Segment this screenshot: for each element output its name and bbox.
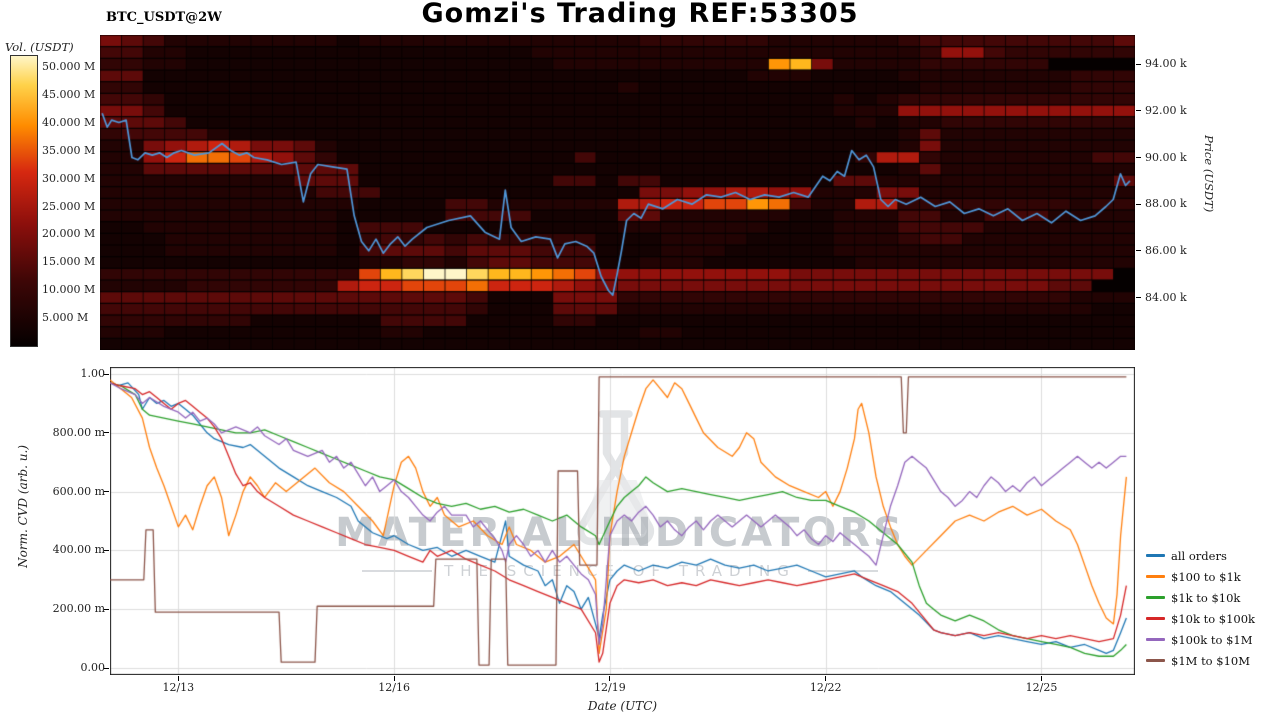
colorbar-tick-label: 10.000 M (42, 283, 96, 297)
legend-label: $10k to $100k (1171, 611, 1256, 626)
cvd-y-tick-mark (104, 608, 109, 610)
symbol-label: BTC_USDT@2W (106, 10, 222, 25)
cvd-y-axis-label: Norm. CVD (arb. u.) (16, 445, 30, 568)
cvd-y-tick-mark (104, 432, 109, 434)
legend-label: $1k to $10k (1171, 590, 1241, 605)
cvd-x-tick-mark (177, 676, 179, 681)
price-tick-label: 88.00 k (1145, 197, 1187, 211)
legend-label: $100 to $1k (1171, 569, 1241, 584)
volume-colorbar (10, 55, 38, 347)
legend-label: $100k to $1M (1171, 632, 1253, 647)
colorbar-tick-label: 15.000 M (42, 255, 96, 269)
colorbar-tick-label: 30.000 M (42, 171, 96, 185)
legend-swatch (1146, 575, 1165, 578)
cvd-x-tick-label: 12/13 (162, 681, 195, 694)
price-tick-label: 84.00 k (1145, 290, 1187, 304)
price-tick-mark (1136, 157, 1141, 158)
price-tick-label: 92.00 k (1145, 103, 1187, 117)
volume-heatmap-canvas (100, 35, 1135, 350)
cvd-x-tick-label: 12/22 (809, 681, 842, 694)
legend-item--1m-to-10m: $1M to $10M (1146, 650, 1255, 671)
cvd-x-tick-label: 12/19 (594, 681, 626, 694)
legend-swatch (1146, 596, 1165, 599)
legend-label: $1M to $10M (1171, 653, 1250, 668)
cvd-chart-canvas (110, 367, 1135, 675)
cvd-y-tick-mark (104, 667, 109, 669)
page-title: Gomzi's Trading REF:53305 (421, 0, 859, 29)
legend-swatch (1146, 554, 1165, 557)
cvd-x-tick-mark (1040, 676, 1042, 681)
colorbar-tick-label: 50.000 M (42, 60, 96, 74)
colorbar-label: Vol. (USDT) (5, 40, 74, 54)
legend-item--10k-to-100k: $10k to $100k (1146, 608, 1255, 629)
legend-swatch (1146, 617, 1165, 620)
cvd-y-tick-mark (104, 491, 109, 493)
cvd-y-tick-mark (104, 549, 109, 551)
price-tick-label: 90.00 k (1145, 150, 1187, 164)
colorbar-tick-label: 40.000 M (42, 115, 96, 129)
cvd-y-tick-label: 0.00 (80, 661, 106, 674)
colorbar-tick-label: 45.000 M (42, 88, 96, 102)
legend-item-all-orders: all orders (1146, 545, 1255, 566)
cvd-x-tick-mark (609, 676, 611, 681)
price-tick-mark (1136, 297, 1141, 298)
legend-swatch (1146, 659, 1165, 662)
price-tick-label: 94.00 k (1145, 57, 1187, 71)
legend-item--100-to-1k: $100 to $1k (1146, 566, 1255, 587)
cvd-y-tick-label: 600.00 m (52, 484, 105, 498)
cvd-y-tick-label: 800.00 m (52, 425, 105, 439)
price-tick-mark (1136, 63, 1141, 65)
colorbar-tick-label: 5.000 M (42, 311, 89, 325)
legend-item--100k-to-1m: $100k to $1M (1146, 629, 1255, 650)
colorbar-tick-label: 25.000 M (42, 199, 96, 213)
cvd-x-tick-label: 12/25 (1025, 681, 1058, 694)
cvd-x-axis-label: Date (UTC) (587, 699, 658, 713)
cvd-x-tick-label: 12/16 (378, 681, 410, 694)
legend-item--1k-to-10k: $1k to $10k (1146, 587, 1255, 608)
colorbar-tick-label: 20.000 M (42, 227, 96, 241)
price-tick-mark (1136, 203, 1141, 205)
cvd-y-tick-mark (104, 373, 109, 375)
legend-swatch (1146, 638, 1165, 641)
price-axis-label: Price (USDT) (1202, 135, 1216, 213)
price-tick-label: 86.00 k (1145, 243, 1187, 257)
colorbar-tick-label: 35.000 M (42, 143, 96, 157)
legend-label: all orders (1171, 548, 1227, 563)
cvd-y-tick-label: 200.00 m (52, 602, 105, 616)
cvd-y-tick-label: 400.00 m (52, 543, 105, 557)
price-tick-mark (1136, 110, 1141, 112)
cvd-x-tick-mark (825, 676, 827, 681)
chart-legend: all orders $100 to $1k $1k to $10k $10k to … (1146, 545, 1255, 671)
price-tick-mark (1136, 250, 1141, 252)
cvd-x-tick-mark (393, 676, 395, 681)
cvd-y-tick-label: 1.00 (80, 367, 106, 380)
